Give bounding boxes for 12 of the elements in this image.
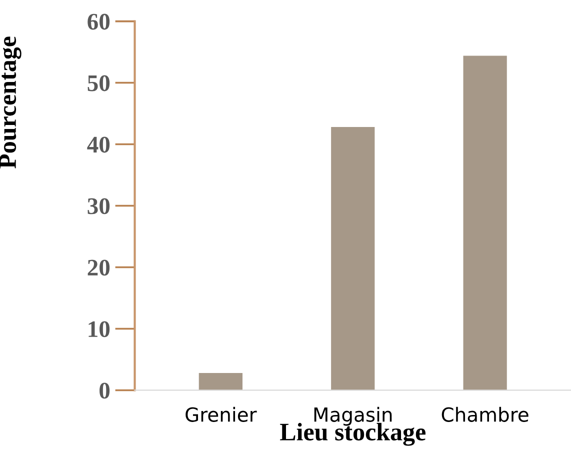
y-tick-label: 10 bbox=[88, 321, 110, 338]
x-tick-label: Chambre bbox=[442, 406, 528, 422]
y-tick-label: 60 bbox=[88, 14, 110, 30]
y-tick-label: 50 bbox=[88, 75, 110, 92]
bar bbox=[331, 127, 375, 390]
y-tick-label: 40 bbox=[87, 136, 110, 153]
y-tick-label: 20 bbox=[88, 260, 110, 276]
y-tick-label: 30 bbox=[88, 198, 110, 214]
bar bbox=[463, 56, 507, 390]
bar bbox=[198, 373, 242, 390]
y-tick-label: 0 bbox=[100, 382, 110, 399]
x-tick-label: Grenier bbox=[186, 406, 257, 422]
